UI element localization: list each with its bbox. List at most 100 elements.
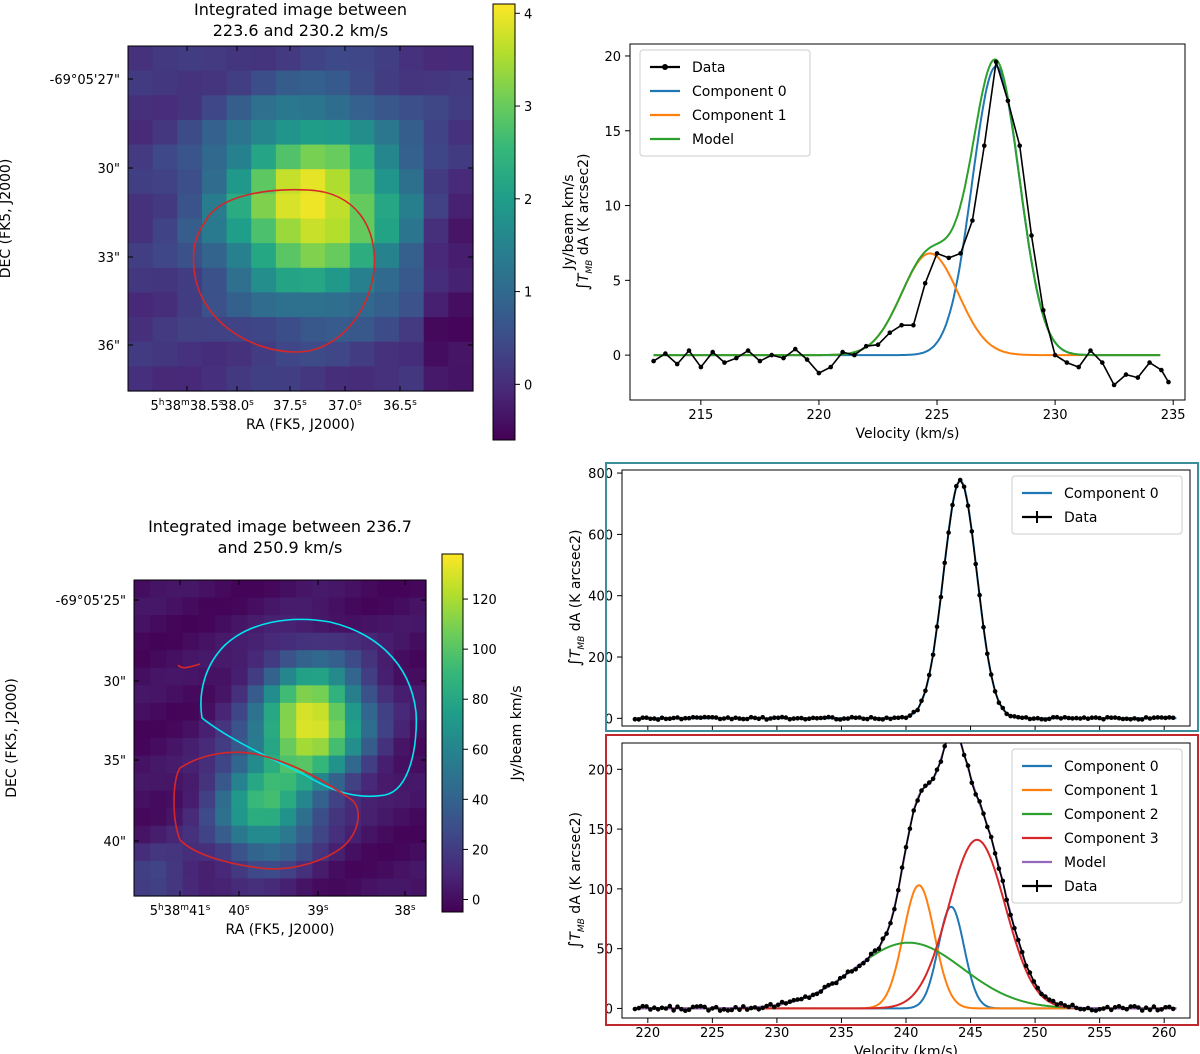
pixel (409, 580, 427, 599)
data-point (996, 700, 1002, 705)
data-point (636, 1005, 642, 1011)
ra-tick-label: 38.0s (220, 398, 254, 414)
y-axis-label: ∫TMB dA (K arcsec2) (565, 812, 587, 949)
pixel (409, 878, 427, 897)
data-point (837, 975, 843, 981)
data-point (892, 715, 897, 720)
data-point (1097, 1007, 1102, 1012)
data-point (845, 716, 851, 721)
y-label-part: MB (577, 636, 587, 650)
data-point (977, 799, 982, 804)
pixel (423, 144, 449, 170)
pixel (409, 808, 427, 827)
data-point (779, 714, 785, 720)
data-point (834, 716, 839, 722)
x-tick-label: 230 (1043, 408, 1068, 423)
dec-tick-label: 33" (97, 251, 120, 266)
data-point (769, 352, 774, 358)
ra-part: s (324, 903, 329, 913)
pixel (263, 685, 281, 704)
pixel (374, 292, 400, 318)
pixel (448, 46, 474, 72)
x-tick-label: 255 (1087, 1026, 1112, 1041)
data-point (1155, 715, 1160, 720)
data-point (961, 484, 967, 490)
data-point (1128, 717, 1133, 722)
data-point (663, 716, 669, 722)
pixel (177, 366, 203, 392)
pixel (150, 615, 168, 634)
pixel (150, 667, 168, 686)
pixel (251, 366, 277, 392)
ra-part: s (219, 398, 224, 408)
plot-area (632, 477, 1177, 722)
ra-axis-label: RA (FK5, J2000) (226, 922, 335, 938)
pixel (312, 860, 330, 880)
pixel (152, 267, 178, 294)
pixel (325, 169, 351, 195)
data-point (1097, 715, 1102, 721)
data-point (737, 716, 742, 721)
pixel (263, 843, 281, 862)
pixel (215, 790, 232, 809)
pixel (152, 169, 178, 195)
pixel (328, 580, 346, 599)
y-tick-label: 50 (596, 943, 613, 958)
ra-part: 39 (307, 904, 324, 919)
data-point (849, 969, 855, 974)
data-point (1159, 367, 1164, 373)
pixel (377, 685, 395, 704)
data-point (834, 980, 839, 986)
pixel (312, 720, 330, 739)
dec-tick-label: -69°05'25" (56, 594, 126, 609)
y-tick-label: 100 (588, 883, 613, 898)
pixel (399, 218, 425, 244)
pixel (423, 243, 449, 269)
data-point (853, 967, 858, 972)
y-axis-label: ∫TMB dA (K arcsec2) (573, 153, 595, 290)
pixel (374, 193, 400, 220)
pixel (201, 243, 228, 269)
x-axis-label: Velocity (km/s) (854, 1044, 958, 1054)
pixel (150, 878, 168, 897)
data-point (1112, 715, 1118, 720)
data-point (652, 1005, 657, 1010)
colorbar-tick-label: 40 (472, 793, 489, 808)
pixel (263, 650, 281, 669)
data-point (1031, 716, 1037, 721)
colorbar-label: Jy/beam km/s (561, 174, 577, 270)
pixel (399, 46, 425, 72)
data-point (1070, 716, 1075, 721)
data-point (1139, 717, 1145, 722)
data-point (655, 717, 661, 722)
pixel (247, 843, 265, 862)
data-point (822, 984, 827, 990)
pixel (263, 878, 281, 897)
data-point (868, 715, 874, 720)
data-point (1167, 715, 1172, 720)
pixel (134, 738, 151, 757)
pixel (263, 580, 281, 599)
data-point (760, 715, 765, 720)
pixel (423, 218, 449, 244)
pixel (325, 95, 351, 121)
pixel (231, 773, 249, 792)
pixel (448, 144, 474, 170)
ra-axis-label: RA (FK5, J2000) (246, 417, 355, 433)
pixel (201, 317, 228, 343)
colorbar-tick-label: 20 (472, 843, 489, 858)
data-point (729, 1007, 734, 1013)
pixel (247, 702, 265, 722)
pixel (349, 218, 376, 244)
data-point (651, 358, 656, 364)
pixel (423, 292, 449, 318)
x-tick-label: 230 (764, 1026, 789, 1041)
data-point (710, 349, 715, 355)
ra-part: 5 (150, 904, 158, 919)
pixel (280, 580, 297, 599)
data-point (803, 717, 808, 722)
data-point (721, 1007, 727, 1012)
contour-cyan (200, 618, 418, 798)
ra-tick-label: 37.5s (273, 398, 307, 414)
y-label-part: dA (K arcsec2) (568, 812, 584, 918)
